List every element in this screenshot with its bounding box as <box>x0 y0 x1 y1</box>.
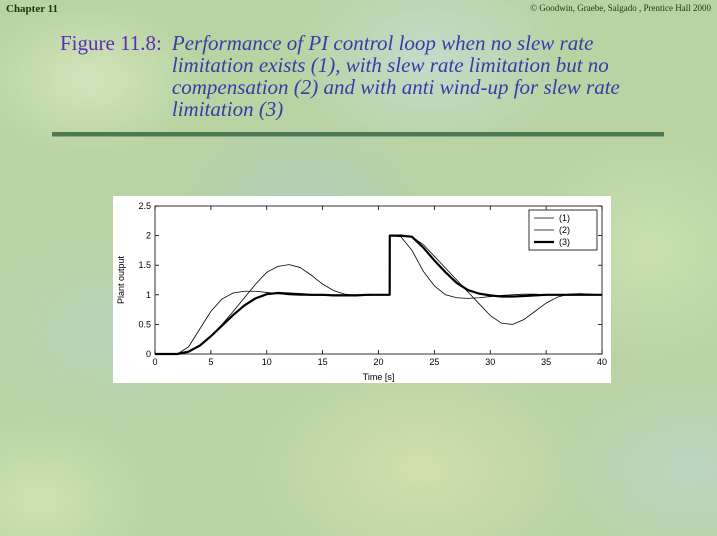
x-tick-label: 25 <box>429 357 439 367</box>
x-axis-label: Time [s] <box>363 372 395 382</box>
x-tick-label: 40 <box>597 357 607 367</box>
y-tick-label: 0 <box>146 349 151 359</box>
figure-label: Figure 11.8: <box>60 31 162 55</box>
figure-title: Figure 11.8: Performance of PI control l… <box>60 32 680 120</box>
line-chart: 0 5 10 15 20 25 30 35 40 0 0.5 1 1.5 2 2.5 Time [s] Pl… <box>116 201 607 382</box>
y-tick-label: 2.5 <box>138 201 151 211</box>
legend-label-2: (2) <box>559 225 570 235</box>
x-tick-label: 35 <box>541 357 551 367</box>
y-tick-label: 0.5 <box>138 319 151 329</box>
chapter-label: Chapter 11 <box>6 3 59 15</box>
title-divider <box>52 132 664 137</box>
y-axis-label: Plant output <box>116 255 126 304</box>
chart-panel: 0 5 10 15 20 25 30 35 40 0 0.5 1 1.5 2 2.5 Time [s] Pl… <box>113 196 611 383</box>
legend-label-1: (1) <box>559 213 570 223</box>
legend-label-3: (3) <box>559 237 570 247</box>
legend: (1) (2) (3) <box>528 209 598 251</box>
x-tick-label: 15 <box>318 357 328 367</box>
y-tick-label: 2 <box>146 231 151 241</box>
copyright-notice: © Goodwin, Graebe, Salgado , Prentice Ha… <box>530 3 711 13</box>
y-tick-label: 1 <box>146 290 151 300</box>
x-tick-label: 0 <box>152 357 157 367</box>
figure-caption: Performance of PI control loop when no s… <box>171 32 620 120</box>
series-line-3 <box>155 234 602 356</box>
plot-area <box>154 205 603 355</box>
x-tick-label: 30 <box>485 357 495 367</box>
x-tick-label: 20 <box>373 357 383 367</box>
y-tick-label: 1.5 <box>138 260 151 270</box>
x-tick-label: 5 <box>208 357 213 367</box>
x-tick-label: 10 <box>262 357 272 367</box>
